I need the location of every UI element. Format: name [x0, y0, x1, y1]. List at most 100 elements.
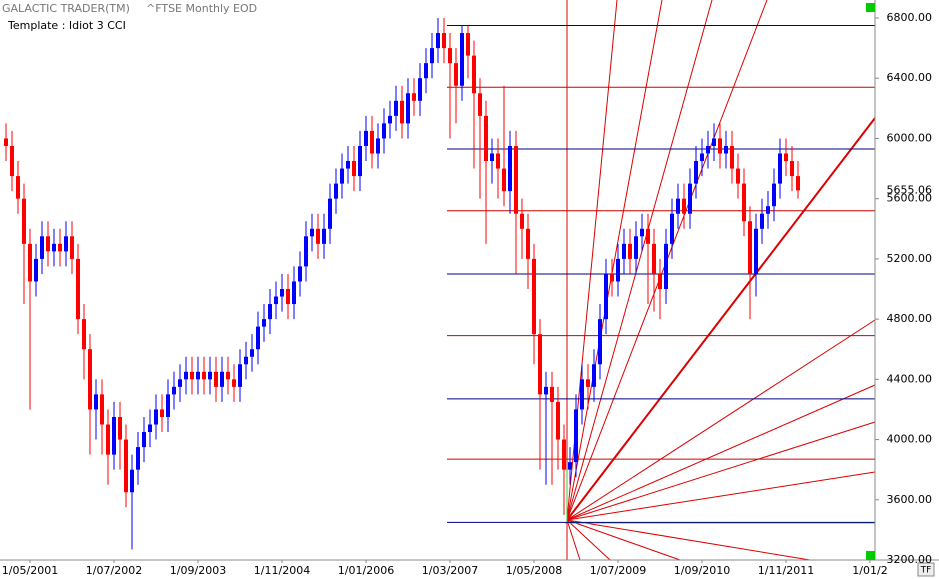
candle-body — [250, 349, 254, 357]
candle-body — [364, 130, 368, 146]
candle-body — [466, 33, 470, 56]
fan-line — [566, 519, 811, 561]
candle-body — [658, 273, 662, 289]
candle-body — [544, 386, 548, 395]
candle-body — [358, 145, 362, 177]
candle-body — [388, 115, 392, 124]
candle-body — [34, 258, 38, 282]
candle-body — [538, 334, 542, 395]
candle-body — [100, 394, 104, 425]
fan-line — [566, 421, 876, 521]
candle-body — [286, 289, 290, 305]
candle-body — [4, 138, 8, 146]
candle-body — [610, 273, 614, 282]
candle-body — [520, 213, 524, 229]
x-tick-label: 1/09/2003 — [170, 564, 226, 577]
candle-body — [508, 145, 512, 192]
candle-body — [64, 236, 68, 252]
candle-body — [88, 349, 92, 410]
candle-body — [622, 243, 626, 259]
candle-body — [124, 439, 128, 493]
candle-body — [136, 447, 140, 470]
candle-body — [280, 289, 284, 297]
y-tick-label: 6400.00 — [887, 71, 933, 84]
candle-body — [82, 319, 86, 350]
app-title: GALACTIC TRADER(TM) — [2, 2, 130, 15]
candle-body — [730, 145, 734, 169]
candle-body — [676, 198, 680, 214]
fan-line — [566, 519, 611, 561]
y-tick-label: 5600.00 — [887, 192, 933, 205]
fan-line — [566, 319, 876, 521]
candle-body — [256, 326, 260, 350]
candle-body — [430, 48, 434, 64]
candle-body — [418, 78, 422, 101]
fan-line — [566, 117, 876, 521]
candle-body — [196, 371, 200, 380]
tf-button[interactable] — [917, 562, 935, 577]
candle-body — [178, 379, 182, 387]
candle-body — [700, 153, 704, 162]
candle-body — [496, 153, 500, 169]
candle-body — [370, 130, 374, 154]
status-box — [866, 3, 875, 12]
candle-body — [70, 236, 74, 259]
candle-body — [772, 183, 776, 207]
fan-line — [566, 384, 876, 521]
candle-body — [208, 371, 212, 380]
last-price: 5655.06 — [887, 183, 933, 196]
x-tick-label: 1/03/2007 — [422, 564, 478, 577]
candle-body — [754, 228, 758, 274]
candle-body — [424, 63, 428, 79]
candle-body — [262, 319, 266, 327]
candle-body — [568, 462, 572, 470]
candle-body — [526, 228, 530, 259]
y-tick-label: 3200.00 — [887, 553, 933, 566]
candle-body — [172, 386, 176, 395]
candle-body — [592, 364, 596, 387]
y-tick-label: 5200.00 — [887, 252, 933, 265]
candle-body — [184, 371, 188, 380]
candle-body — [640, 228, 644, 237]
y-tick-label: 3600.00 — [887, 493, 933, 506]
x-tick-label: 1/11/2011 — [758, 564, 814, 577]
candle-body — [760, 213, 764, 229]
y-tick-label: 4800.00 — [887, 312, 933, 325]
candle-body — [682, 198, 686, 214]
candle-body — [148, 424, 152, 433]
candle-body — [604, 273, 608, 320]
fan-line — [566, 0, 713, 521]
candle-body — [46, 236, 50, 252]
candle-body — [322, 228, 326, 244]
candle-body — [490, 153, 494, 162]
template: Template : Idiot 3 CCI — [7, 19, 126, 32]
candle-body — [502, 168, 506, 192]
y-tick-label: 4400.00 — [887, 372, 933, 385]
candle-body — [328, 198, 332, 229]
tf-label[interactable]: TF — [920, 566, 932, 576]
candle-body — [580, 379, 584, 410]
candle-body — [166, 394, 170, 417]
fan-line — [566, 519, 581, 561]
y-tick-label: 6800.00 — [887, 11, 933, 24]
y-tick-label: 6000.00 — [887, 131, 933, 144]
candle-body — [796, 176, 800, 191]
x-tick-label: 1/01/2006 — [338, 564, 394, 577]
candle-body — [220, 371, 224, 387]
candle-body — [352, 161, 356, 177]
candle-body — [28, 243, 32, 282]
x-tick-label: 1/05/2001 — [2, 564, 58, 577]
candle-body — [190, 371, 194, 380]
gann-fan — [566, 0, 876, 561]
symbol: ^FTSE Monthly EOD — [146, 2, 257, 15]
candle-body — [712, 138, 716, 146]
candle-body — [442, 33, 446, 49]
candle-body — [628, 243, 632, 259]
candle-body — [514, 145, 518, 214]
candle-body — [16, 176, 20, 199]
candle-body — [634, 236, 638, 259]
x-tick-label: 1/09/2010 — [674, 564, 730, 577]
candle-body — [22, 198, 26, 244]
x-tick-label: 1/01/2 — [852, 564, 887, 577]
candle-body — [154, 409, 158, 425]
